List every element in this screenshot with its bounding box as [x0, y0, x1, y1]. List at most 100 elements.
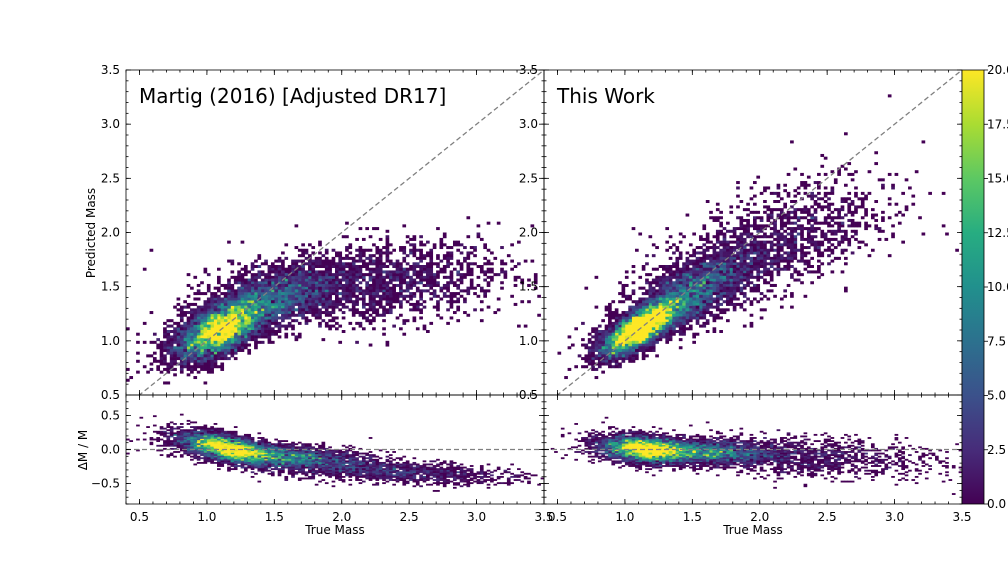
heatmap-cell	[870, 213, 875, 217]
heatmap-cell	[584, 354, 589, 358]
heatmap-cell	[341, 305, 346, 309]
heatmap-cell	[749, 232, 754, 236]
heatmap-cell	[742, 229, 747, 233]
heatmap-cell	[759, 262, 764, 266]
heatmap-cell	[844, 167, 848, 171]
heatmap-cell	[335, 273, 339, 277]
heatmap-cell	[827, 254, 831, 258]
heatmap-cell	[682, 300, 686, 304]
heatmap-cell	[267, 443, 272, 446]
heatmap-cell	[790, 259, 794, 263]
heatmap-cell	[729, 259, 734, 263]
heatmap-cell	[277, 273, 282, 277]
heatmap-cell	[715, 305, 720, 309]
heatmap-cell	[321, 292, 326, 296]
heatmap-cell	[196, 433, 201, 436]
heatmap-cell	[274, 461, 278, 464]
heatmap-cell	[699, 283, 703, 287]
heatmap-cell	[264, 281, 268, 285]
heatmap-cell	[210, 316, 214, 320]
heatmap-cell	[429, 278, 434, 282]
heatmap-cell	[297, 259, 302, 263]
heatmap-cell	[739, 256, 744, 260]
heatmap-cell	[763, 259, 767, 263]
heatmap-cell	[274, 319, 278, 323]
heatmap-cell	[338, 463, 343, 466]
heatmap-cell	[220, 443, 225, 446]
heatmap-cell	[203, 454, 208, 457]
heatmap-cell	[742, 308, 747, 312]
heatmap-cell	[665, 286, 670, 290]
heatmap-cell	[179, 354, 184, 358]
heatmap-cell	[210, 335, 214, 339]
heatmap-cell	[311, 275, 316, 279]
heatmap-cell	[338, 262, 343, 266]
heatmap-cell	[324, 248, 329, 252]
heatmap-cell	[348, 270, 353, 274]
heatmap-cell	[695, 259, 700, 263]
heatmap-cell	[456, 262, 461, 266]
heatmap-cell	[217, 302, 221, 306]
heatmap-cell	[237, 343, 241, 347]
heatmap-cell	[264, 286, 268, 290]
heatmap-cell	[442, 294, 447, 298]
heatmap-cell	[193, 367, 198, 371]
heatmap-cell	[213, 311, 218, 315]
heatmap-cell	[358, 275, 363, 279]
heatmap-cell	[169, 362, 174, 366]
heatmap-cell	[658, 281, 663, 285]
heatmap-cell	[385, 302, 390, 306]
heatmap-cell	[584, 343, 589, 347]
heatmap-cell	[196, 338, 201, 342]
heatmap-cell	[196, 427, 201, 430]
heatmap-cell	[449, 302, 454, 306]
heatmap-cell	[840, 235, 845, 239]
heatmap-cell	[823, 232, 828, 236]
heatmap-cell	[304, 455, 309, 458]
heatmap-cell	[624, 330, 629, 334]
heatmap-cell	[473, 308, 477, 312]
heatmap-cell	[779, 254, 784, 258]
heatmap-cell	[220, 297, 225, 301]
heatmap-cell	[840, 270, 845, 274]
heatmap-cell	[850, 235, 855, 239]
heatmap-cell	[186, 332, 191, 336]
heatmap-cell	[628, 332, 632, 336]
heatmap-cell	[641, 308, 646, 312]
heatmap-cell	[217, 281, 221, 285]
heatmap-cell	[746, 265, 750, 269]
heatmap-cell	[665, 305, 670, 309]
heatmap-cell	[260, 455, 265, 458]
heatmap-cell	[611, 321, 616, 325]
heatmap-cell	[466, 292, 471, 296]
heatmap-cell	[281, 324, 285, 328]
heatmap-cell	[250, 447, 255, 450]
heatmap-cell	[712, 262, 717, 266]
heatmap-cell	[196, 297, 201, 301]
heatmap-cell	[193, 449, 198, 452]
heatmap-cell	[891, 235, 895, 239]
heatmap-cell	[678, 338, 683, 342]
heatmap-cell	[220, 362, 225, 366]
heatmap-cell	[267, 294, 272, 298]
heatmap-cell	[695, 283, 700, 287]
heatmap-cell	[281, 468, 285, 471]
heatmap-cell	[779, 227, 784, 231]
heatmap-cell	[452, 292, 457, 296]
heatmap-cell	[179, 332, 184, 336]
heatmap-cell	[237, 327, 241, 331]
heatmap-cell	[412, 262, 417, 266]
heatmap-cell	[341, 273, 346, 277]
heatmap-cell	[712, 289, 717, 293]
heatmap-cell	[203, 300, 208, 304]
heatmap-cell	[783, 216, 788, 220]
heatmap-cell	[368, 267, 373, 271]
heatmap-cell	[237, 457, 241, 460]
heatmap-cell	[746, 297, 750, 301]
heatmap-cell	[203, 267, 208, 271]
heatmap-cell	[709, 210, 713, 214]
heatmap-cell	[213, 446, 218, 449]
heatmap-cell	[881, 210, 885, 214]
heatmap-cell	[405, 262, 410, 266]
heatmap-cell	[233, 435, 238, 438]
